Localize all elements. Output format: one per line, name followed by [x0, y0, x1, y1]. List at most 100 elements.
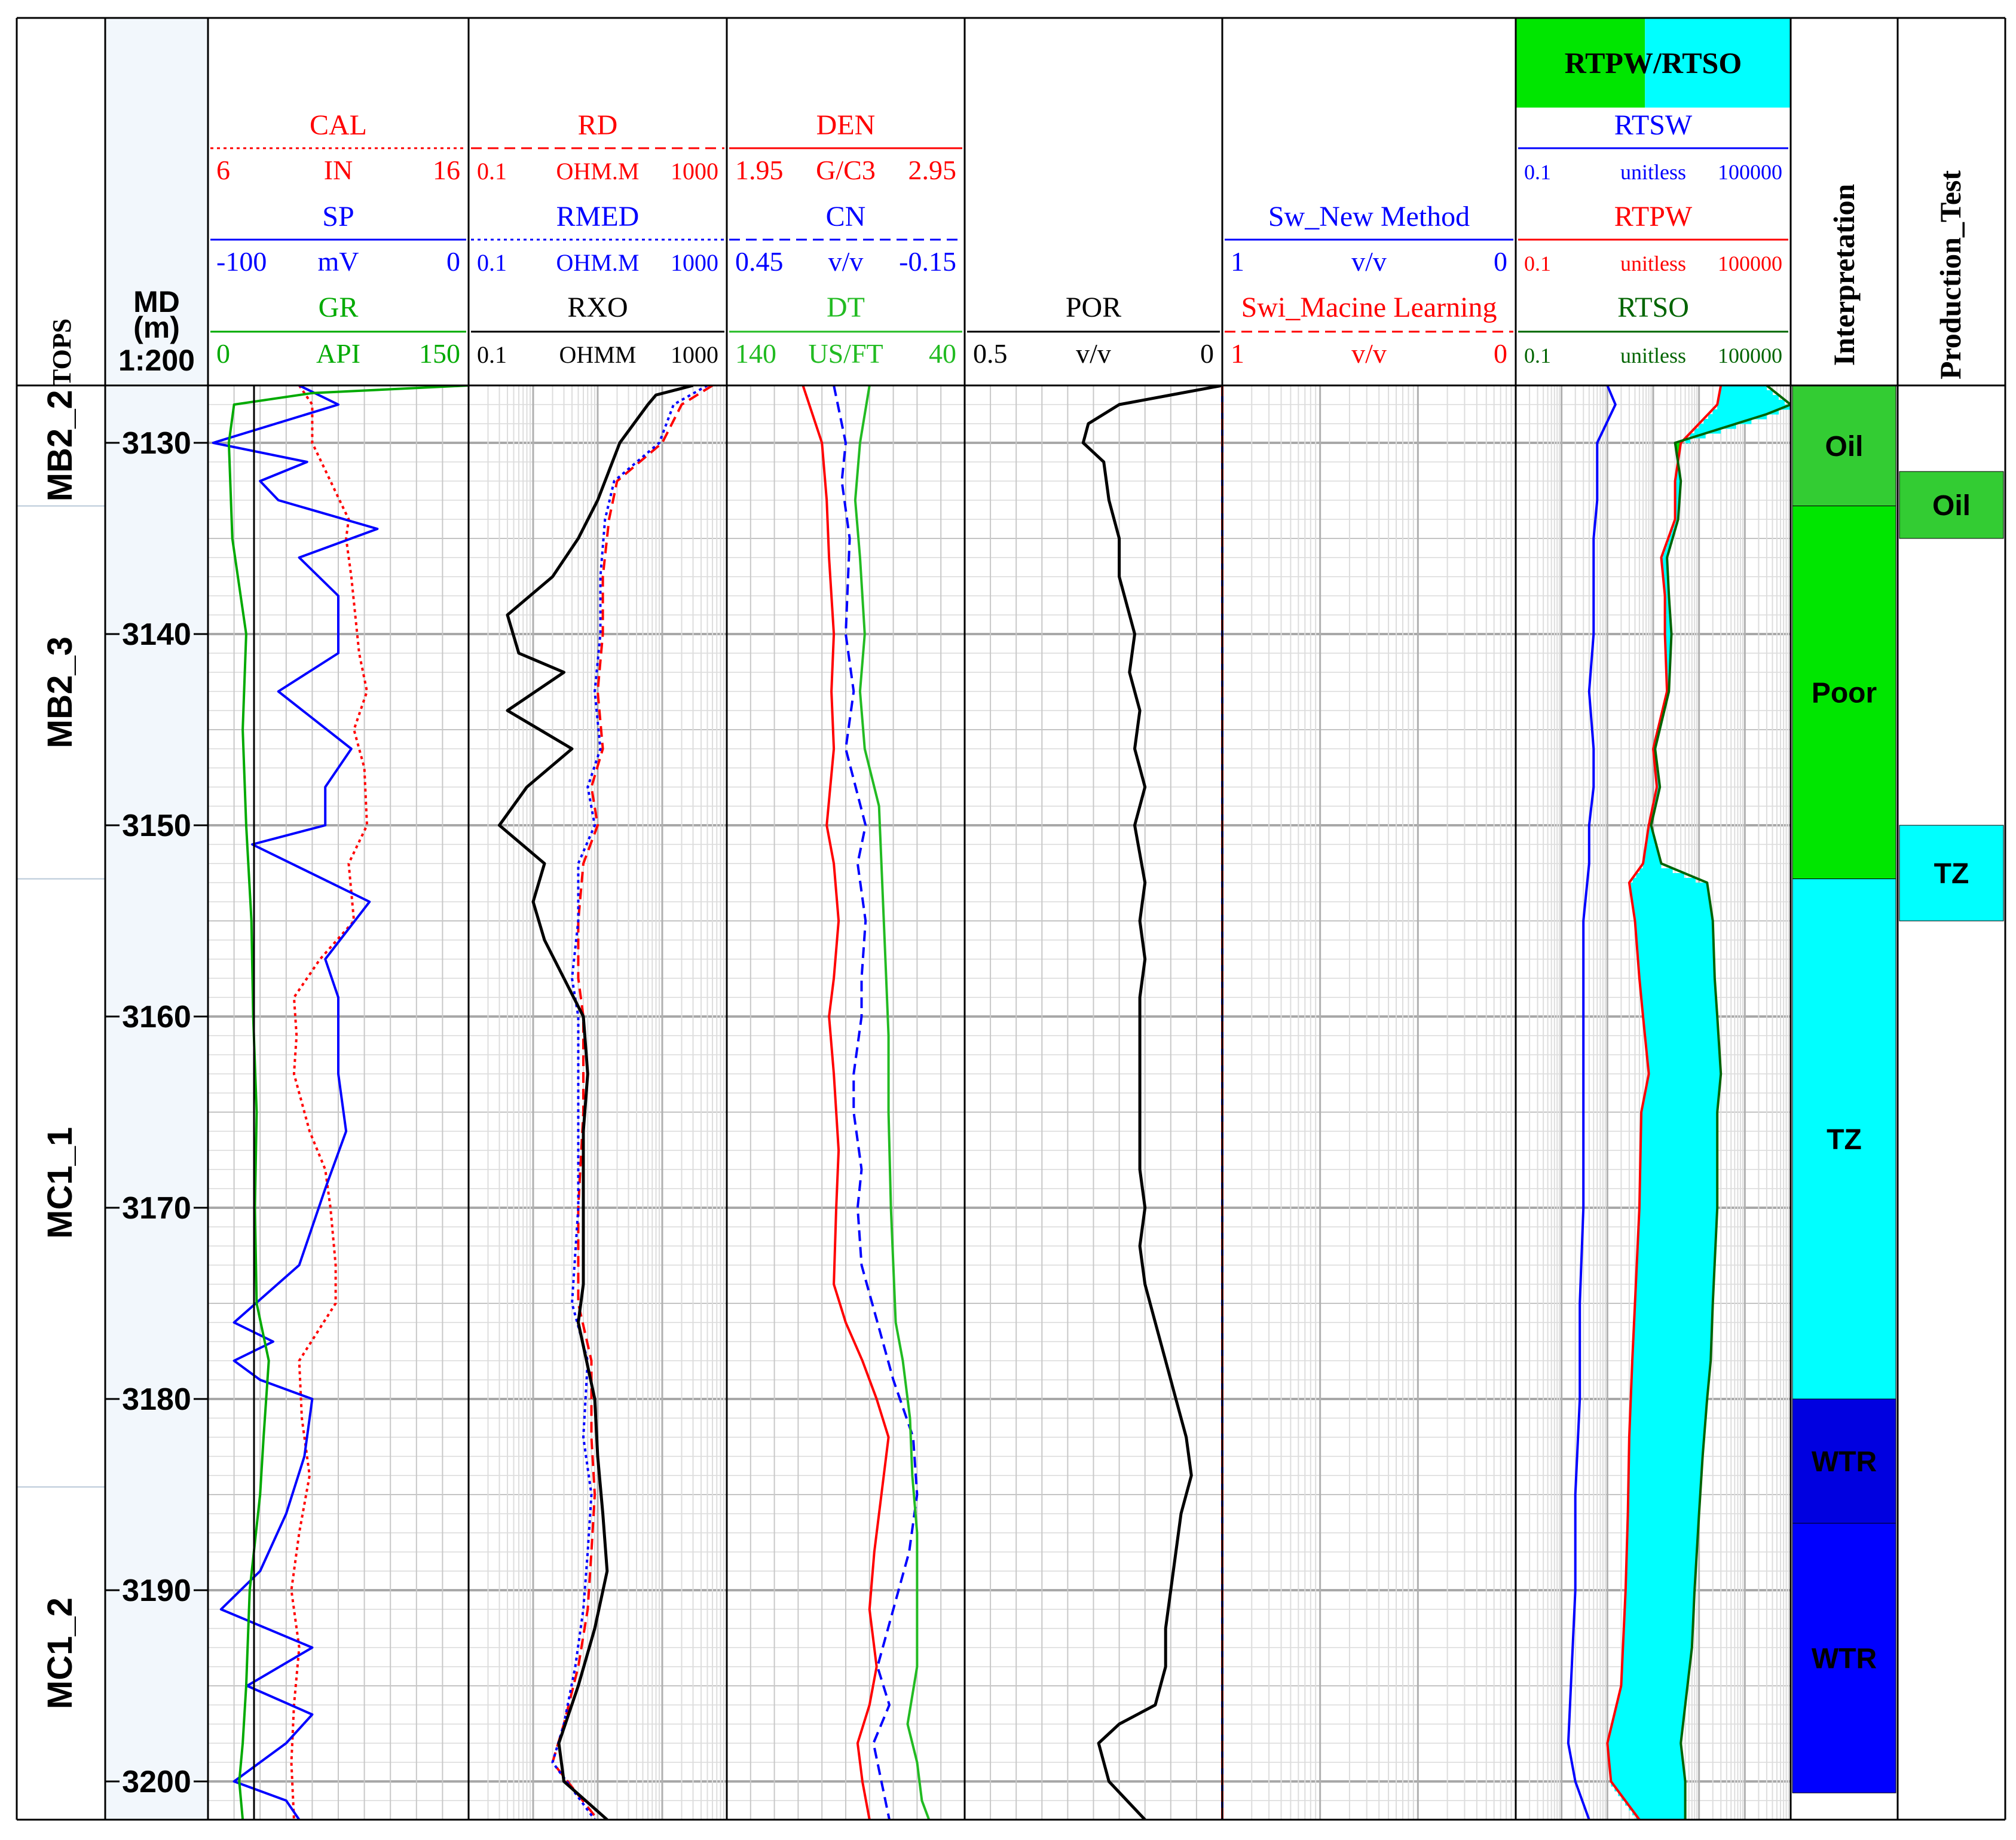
fill-band	[1632, 902, 1710, 907]
fill-band	[1637, 1246, 1716, 1251]
fill-band	[1720, 390, 1773, 396]
fill-band	[1637, 1256, 1715, 1261]
sp-header-unit: mV	[318, 246, 359, 277]
swi-header-max: 0	[1494, 338, 1507, 369]
fill-band	[1639, 1189, 1718, 1194]
fill-band	[1622, 1667, 1690, 1672]
por-header-max: 0	[1200, 338, 1214, 369]
fill-band	[1627, 1542, 1697, 1548]
depth-tick-label: 3200	[122, 1765, 191, 1799]
fill-band	[1675, 495, 1680, 501]
rxo-header-min: 0.1	[477, 341, 507, 368]
fill-band	[1631, 1389, 1708, 1395]
fill-band	[1623, 1633, 1693, 1639]
gr-header-max: 150	[419, 338, 460, 369]
production-test-title: Production_Test	[1934, 170, 1967, 379]
fill-band	[1632, 1375, 1709, 1380]
interpretation-zone-label: Oil	[1825, 431, 1863, 463]
fill-band	[1641, 993, 1716, 998]
fill-band	[1645, 1093, 1720, 1098]
fill-band	[1631, 1385, 1709, 1390]
fill-band	[1614, 1786, 1685, 1792]
fill-band	[1648, 1069, 1721, 1074]
fill-band	[1625, 1605, 1694, 1610]
fill-band	[1712, 409, 1779, 415]
fill-band	[1610, 1767, 1684, 1772]
fill-band	[1636, 1260, 1715, 1266]
fill-band	[1662, 572, 1668, 577]
fill-band	[1622, 1796, 1685, 1801]
fill-band	[1644, 854, 1659, 859]
fill-band	[1648, 825, 1651, 831]
fill-band	[1647, 835, 1654, 840]
fill-band	[1628, 1499, 1700, 1505]
cn-header-name: CN	[826, 201, 866, 232]
fill-band	[1618, 1791, 1685, 1796]
rmed-header-min: 0.1	[477, 249, 507, 276]
fill-band	[1648, 830, 1653, 835]
fill-band	[1647, 1083, 1720, 1089]
fill-band	[1626, 1552, 1697, 1557]
fill-band	[1625, 1590, 1695, 1596]
fill-band	[1665, 648, 1671, 654]
fill-band	[1624, 1614, 1694, 1619]
fill-band	[1641, 1131, 1718, 1137]
fill-band	[1624, 1624, 1693, 1629]
fill-band	[1675, 491, 1681, 496]
fill-band	[1622, 1657, 1691, 1663]
fill-band	[1665, 629, 1671, 635]
fill-band	[1622, 1671, 1690, 1677]
fill-band	[1632, 1370, 1710, 1376]
fill-band	[1632, 1356, 1711, 1361]
track2-grid	[467, 385, 725, 1820]
fill-band	[1630, 1404, 1707, 1409]
fill-band	[1614, 1715, 1684, 1720]
fill-band	[1663, 577, 1668, 582]
fill-band	[1666, 543, 1672, 549]
interpretation-zone-label: Poor	[1812, 678, 1877, 709]
gr-header-name: GR	[319, 292, 359, 323]
fill-band	[1628, 1471, 1702, 1476]
cal-curve	[290, 385, 368, 1820]
cal-header-name: CAL	[310, 109, 367, 141]
interpretation-title: Interpretation	[1827, 184, 1861, 366]
fill-band	[1636, 1275, 1714, 1280]
fill-band	[1630, 1413, 1706, 1419]
fill-band	[1640, 1146, 1718, 1151]
cal-header-max: 16	[433, 155, 460, 185]
top-zone-label: MB2_3	[41, 636, 79, 748]
fill-band	[1629, 1447, 1703, 1452]
dt-header-name: DT	[827, 292, 865, 323]
fill-band	[1639, 978, 1715, 984]
fill-band	[1647, 1055, 1720, 1060]
fill-band	[1675, 500, 1680, 506]
fill-band	[1628, 1504, 1700, 1510]
fill-band	[1640, 1150, 1718, 1156]
fill-band	[1665, 610, 1670, 616]
cal-header-min: 6	[216, 155, 230, 185]
fill-band	[1607, 1743, 1681, 1749]
sw-header-unit: v/v	[1351, 246, 1387, 277]
fill-legend-title: RTPW/RTSO	[1565, 46, 1742, 79]
fill-band	[1635, 921, 1713, 926]
fill-band	[1627, 1533, 1698, 1538]
fill-band	[1635, 926, 1714, 931]
fill-band	[1635, 930, 1714, 936]
track4-grid	[990, 385, 1197, 1820]
rtpw-header-min: 0.1	[1524, 252, 1551, 275]
rtso-header-unit: unitless	[1620, 344, 1686, 368]
depth-tick-label: 3180	[122, 1382, 191, 1417]
fill-band	[1665, 644, 1671, 649]
den-curve	[801, 385, 890, 1820]
dt-header-max: 40	[929, 338, 956, 369]
fill-band	[1665, 634, 1672, 639]
fill-band	[1633, 1342, 1712, 1347]
fill-legend-left	[1516, 18, 1645, 108]
rd-curve	[551, 385, 714, 1820]
fill-band	[1608, 1753, 1682, 1758]
rmed-header-unit: OHM.M	[556, 249, 640, 276]
fill-band	[1626, 1576, 1696, 1581]
fill-band	[1633, 911, 1712, 917]
fill-band	[1675, 510, 1679, 515]
rtpw-header-unit: unitless	[1620, 252, 1686, 275]
